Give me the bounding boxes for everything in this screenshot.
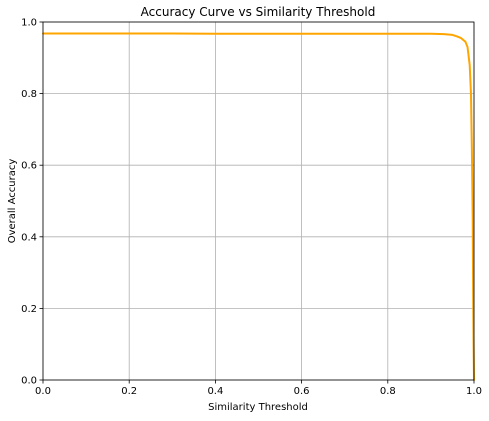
tick-marks: 0.0 0.2 0.4 0.6 0.8 1.0 0.0 0.2 0.4 0.6 0.8 1.0 <box>21 18 482 398</box>
x-axis-label: Similarity Threshold <box>208 402 308 413</box>
y-tick-label: 0.8 <box>21 89 37 100</box>
y-tick-label: 1.0 <box>21 18 37 29</box>
x-tick-label: 0.0 <box>35 386 51 397</box>
y-axis-label: Overall Accuracy <box>7 159 18 244</box>
chart-labels: Accuracy Curve vs Similarity Threshold S… <box>7 5 375 413</box>
y-tick-label: 0.6 <box>21 161 37 172</box>
y-tick-label: 0.0 <box>21 376 37 387</box>
series-line-0 <box>42 32 475 381</box>
x-tick-label: 0.4 <box>207 386 223 397</box>
x-tick-label: 0.8 <box>380 386 396 397</box>
series-layer <box>42 32 475 381</box>
axes-frame <box>42 21 475 381</box>
x-tick-label: 0.6 <box>294 386 310 397</box>
chart-title: Accuracy Curve vs Similarity Threshold <box>141 5 376 19</box>
x-tick-label: 1.0 <box>466 386 482 397</box>
y-tick-label: 0.2 <box>21 304 37 315</box>
x-tick-label: 0.2 <box>121 386 137 397</box>
plot-frame <box>42 21 475 381</box>
y-tick-label: 0.4 <box>21 232 37 243</box>
